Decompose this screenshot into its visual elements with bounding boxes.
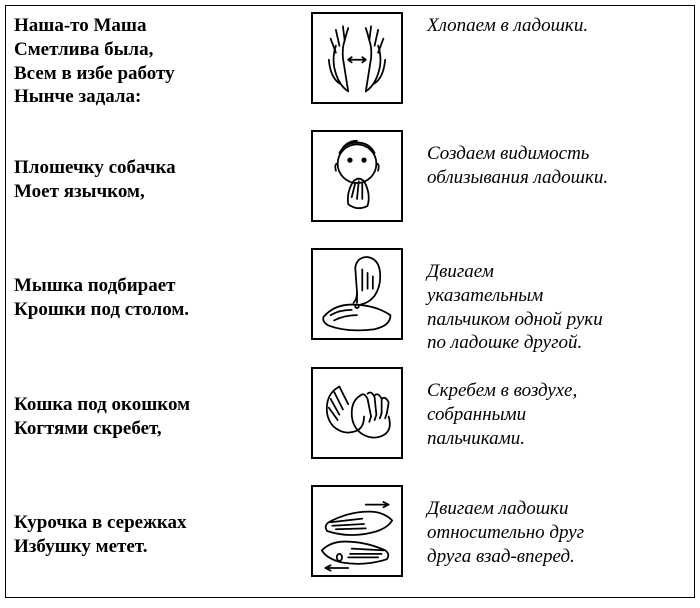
description-text: Хлопаем в ладошки. (417, 12, 684, 38)
rhyme-text: Наша-то МашаСметлива была,Всем в избе ра… (12, 12, 297, 109)
illustration-cell (297, 248, 417, 340)
exercise-row: Курочка в сережкахИзбушку метет. (6, 479, 694, 597)
description-text: Двигаемуказательнымпальчиком одной рукип… (417, 248, 684, 355)
exercise-row: Наша-то МашаСметлива была,Всем в избе ра… (6, 6, 694, 124)
illustration-cell (297, 367, 417, 459)
description-text: Двигаем ладошкиотносительно другдруга вз… (417, 485, 684, 568)
exercise-table: Наша-то МашаСметлива была,Всем в избе ра… (5, 5, 695, 598)
illustration-cell (297, 12, 417, 104)
rhyme-text: Кошка под окошкомКогтями скребет, (12, 367, 297, 441)
illustration-cell (297, 130, 417, 222)
two-hands-clap-icon (311, 12, 403, 104)
face-lick-palm-icon (311, 130, 403, 222)
scratch-claws-icon (311, 367, 403, 459)
finger-on-palm-icon (311, 248, 403, 340)
rhyme-text: Плошечку собачкаМоет язычком, (12, 130, 297, 204)
description-text: Создаем видимостьоблизывания ладошки. (417, 130, 684, 190)
exercise-row: Мышка подбираетКрошки под столом. (6, 242, 694, 361)
description-text: Скребем в воздухе,собраннымипальчиками. (417, 367, 684, 450)
exercise-row: Кошка под окошкомКогтями скребет, (6, 361, 694, 479)
illustration-cell (297, 485, 417, 577)
exercise-row: Плошечку собачкаМоет язычком, (6, 124, 694, 242)
rhyme-text: Мышка подбираетКрошки под столом. (12, 248, 297, 322)
rhyme-text: Курочка в сережкахИзбушку метет. (12, 485, 297, 559)
palms-rub-icon (311, 485, 403, 577)
